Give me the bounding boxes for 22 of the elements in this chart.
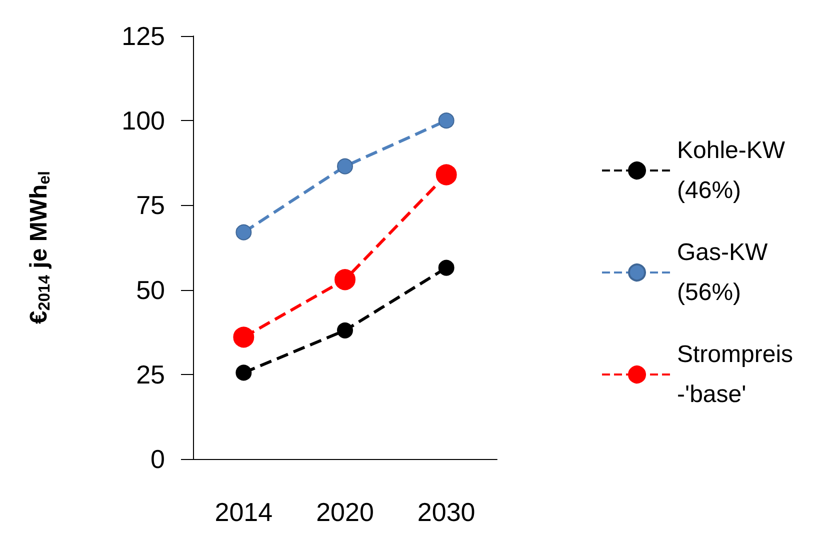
legend-label: Kohle-KW (46%) [677,137,792,204]
y-tick-label: 50 [136,274,165,305]
y-tick-label: 75 [136,190,165,220]
y-axis-title: €2014 je MWhel [26,171,54,324]
y-tick-label: 125 [122,21,165,51]
y-tick-label: 0 [150,444,165,474]
point [337,158,353,174]
point [438,112,454,129]
x-tick-label: 2030 [417,497,476,527]
y-tick-label: 25 [136,359,165,390]
legend-label: Strompreis -'base' [677,341,800,408]
x-tick-label: 2014 [214,497,273,527]
point [334,269,356,290]
point [236,224,252,240]
point [436,164,457,186]
point [337,322,353,338]
legend-label: Gas-KW (56%) [677,239,774,306]
point [236,364,252,381]
point [233,326,254,348]
point [438,260,454,276]
y-tick-label: 100 [122,106,165,136]
x-tick-label: 2020 [316,497,374,527]
